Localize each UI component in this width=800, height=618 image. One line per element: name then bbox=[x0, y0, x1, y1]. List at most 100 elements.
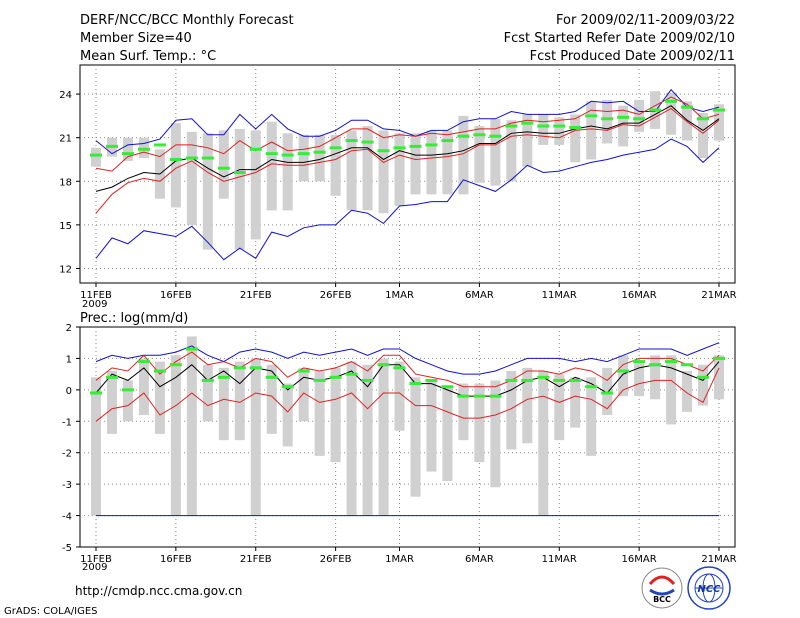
precipitation-medians bbox=[90, 347, 725, 398]
box-day-5 bbox=[154, 361, 165, 434]
box-day-23 bbox=[442, 130, 453, 195]
median-day-39 bbox=[697, 375, 710, 379]
box-day-2 bbox=[106, 371, 117, 434]
box-day-19 bbox=[378, 358, 389, 516]
box-day-25 bbox=[474, 383, 485, 463]
median-day-34 bbox=[617, 369, 630, 373]
box-day-38 bbox=[682, 101, 693, 141]
box-day-35 bbox=[634, 99, 645, 132]
median-day-10 bbox=[233, 366, 246, 370]
median-day-4 bbox=[137, 360, 150, 364]
x-tick-label-2: 21FEB bbox=[240, 554, 272, 565]
y-tick-label-1: 1 bbox=[66, 354, 72, 365]
median-day-35 bbox=[633, 117, 646, 121]
box-day-15 bbox=[314, 371, 325, 456]
median-day-13 bbox=[281, 385, 294, 389]
median-day-17 bbox=[345, 139, 358, 143]
box-day-10 bbox=[234, 361, 245, 441]
median-day-26 bbox=[489, 134, 502, 138]
temperature-boxes bbox=[91, 91, 724, 250]
bcc-logo-text: BCC bbox=[653, 595, 671, 604]
median-day-37 bbox=[665, 99, 678, 103]
median-day-15 bbox=[313, 150, 326, 154]
median-day-2 bbox=[105, 375, 118, 379]
x-tick-label-8: 21MAR bbox=[701, 554, 736, 565]
box-day-34 bbox=[618, 355, 629, 397]
median-day-16 bbox=[329, 146, 342, 150]
x-tick-label-3: 26FEB bbox=[320, 554, 352, 565]
box-day-24 bbox=[458, 383, 469, 441]
median-day-25 bbox=[473, 394, 486, 398]
box-day-30 bbox=[554, 374, 565, 441]
median-day-20 bbox=[393, 146, 406, 150]
spread-low-line bbox=[95, 108, 720, 214]
precipitation-y-ticks: -5 -4 -3 -2 -1 0 1 2 bbox=[62, 323, 80, 554]
x-tick-label-2: 21FEB bbox=[240, 290, 272, 301]
median-day-18 bbox=[361, 378, 374, 382]
x-tick-label-7: 16MAR bbox=[622, 290, 657, 301]
median-day-13 bbox=[281, 153, 294, 157]
box-day-32 bbox=[586, 377, 597, 456]
box-day-11 bbox=[250, 358, 261, 516]
envelope-high-line bbox=[95, 88, 720, 155]
box-day-7 bbox=[186, 336, 197, 516]
x-tick-label-8: 21MAR bbox=[701, 290, 736, 301]
top-variable-label: Mean Surf. Temp.: °C bbox=[80, 49, 216, 64]
box-day-28 bbox=[522, 114, 533, 167]
median-day-15 bbox=[313, 378, 326, 382]
box-day-26 bbox=[490, 380, 501, 488]
y-tick-label--2: -2 bbox=[62, 449, 72, 460]
temperature-year-label: 2009 bbox=[82, 299, 107, 310]
precipitation-x-ticks: 11FEB 16FEB 21FEB 26FEB 1MAR 6MAR 11MAR 16MAR 21… bbox=[80, 547, 737, 565]
median-day-12 bbox=[265, 375, 278, 379]
box-day-29 bbox=[538, 371, 549, 516]
box-day-19 bbox=[378, 130, 389, 214]
box-day-20 bbox=[394, 133, 405, 206]
median-day-25 bbox=[473, 133, 486, 137]
box-day-9 bbox=[218, 367, 229, 441]
precipitation-lines bbox=[95, 342, 720, 517]
x-tick-label-4: 1MAR bbox=[385, 554, 414, 565]
median-day-5 bbox=[153, 143, 166, 147]
produced-date-label: Fcst Produced Date 2009/02/11 bbox=[530, 49, 735, 64]
x-tick-label-0: 11FEB bbox=[80, 554, 112, 565]
y-tick-label-15: 15 bbox=[59, 221, 72, 232]
box-day-15 bbox=[314, 134, 325, 182]
median-day-10 bbox=[233, 171, 246, 175]
median-day-19 bbox=[377, 149, 390, 153]
box-day-33 bbox=[602, 367, 613, 415]
box-day-17 bbox=[346, 130, 357, 211]
box-day-22 bbox=[426, 130, 437, 195]
box-day-39 bbox=[698, 364, 709, 406]
median-day-6 bbox=[169, 157, 182, 161]
box-day-26 bbox=[490, 118, 501, 186]
median-day-27 bbox=[505, 378, 518, 382]
ncc-logo-text: NCC bbox=[697, 584, 721, 595]
median-day-34 bbox=[617, 115, 630, 119]
box-day-28 bbox=[522, 367, 533, 444]
y-tick-label-0: 0 bbox=[66, 386, 72, 397]
median-day-1 bbox=[90, 153, 102, 157]
median-day-3 bbox=[121, 152, 134, 156]
box-day-29 bbox=[538, 114, 549, 145]
median-day-36 bbox=[649, 108, 662, 112]
envelope-low-line bbox=[95, 138, 720, 261]
x-tick-label-7: 16MAR bbox=[622, 554, 657, 565]
x-tick-label-1: 16FEB bbox=[160, 554, 192, 565]
precipitation-year-label: 2009 bbox=[82, 562, 107, 573]
x-tick-label-0: 11FEB bbox=[80, 290, 112, 301]
box-day-8 bbox=[202, 364, 213, 422]
temperature-x-ticks: 11FEB 16FEB 21FEB 26FEB 1MAR 6MAR 11MAR 16MAR 21… bbox=[80, 283, 737, 301]
box-day-25 bbox=[474, 126, 485, 183]
box-day-21 bbox=[410, 377, 421, 497]
median-day-5 bbox=[153, 369, 166, 373]
box-day-27 bbox=[506, 371, 517, 450]
median-day-19 bbox=[377, 363, 390, 367]
box-day-33 bbox=[602, 99, 613, 144]
box-day-22 bbox=[426, 380, 437, 472]
spread-high-line bbox=[95, 96, 720, 172]
x-tick-label-6: 11MAR bbox=[542, 290, 577, 301]
precipitation-panel: -5 -4 -3 -2 -1 0 1 2 11FEB 16FEB 21FEB 26FEB 1MAR 6M… bbox=[62, 323, 737, 573]
median-day-29 bbox=[537, 124, 550, 128]
